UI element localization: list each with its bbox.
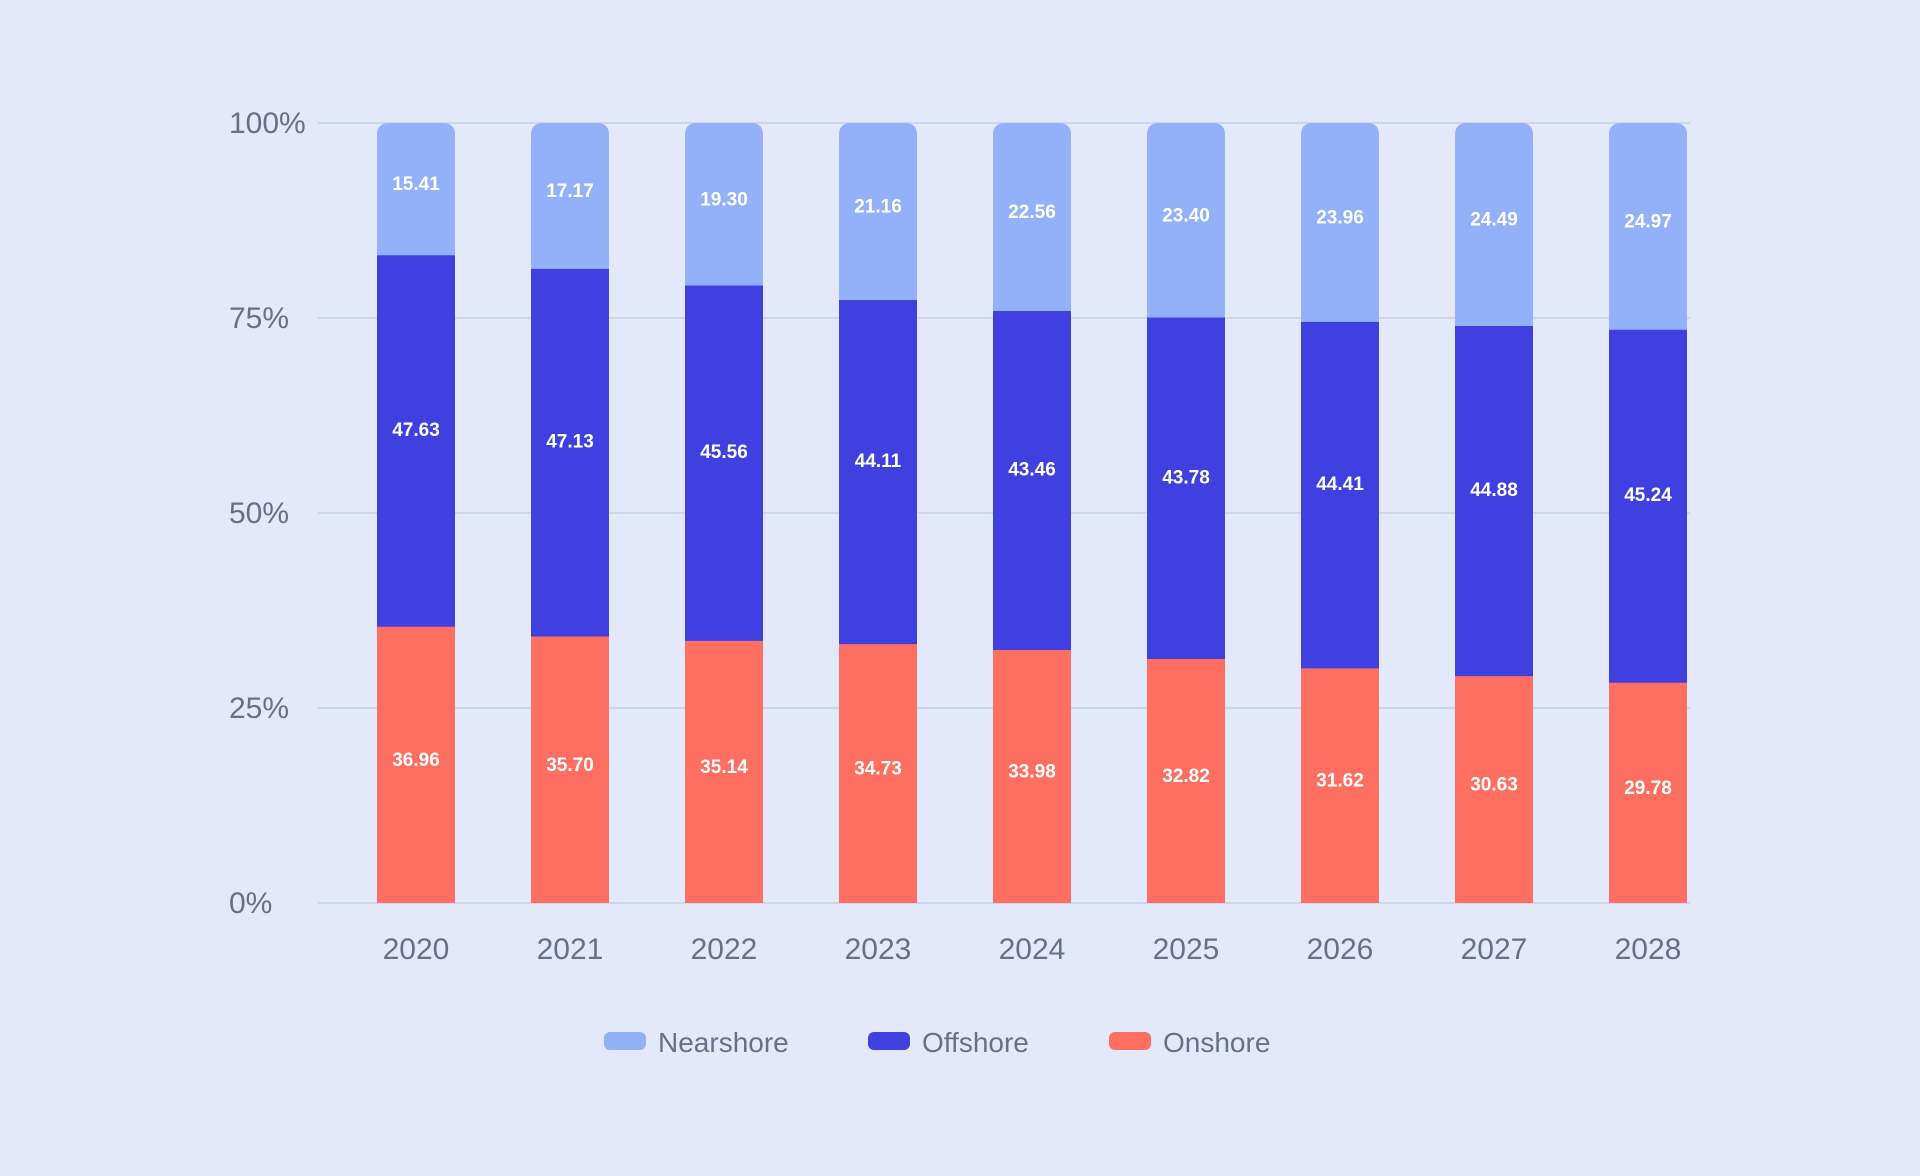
bar-segment-nearshore-2022 [685, 123, 763, 286]
legend-label: Nearshore [658, 1027, 789, 1058]
data-label-offshore-2026: 44.41 [1316, 474, 1364, 495]
bar-segment-offshore-2028 [1609, 317, 1687, 683]
data-label-offshore-2028: 45.24 [1624, 485, 1672, 506]
data-label-nearshore-2021: 17.17 [546, 181, 594, 202]
data-label-onshore-2024: 33.98 [1008, 761, 1056, 782]
x-tick-label: 2021 [537, 933, 604, 966]
y-tick-label: 50% [229, 497, 289, 530]
data-label-offshore-2025: 43.78 [1162, 467, 1210, 488]
legend-label: Offshore [922, 1027, 1029, 1058]
bar-segment-offshore-2024 [993, 298, 1071, 650]
bar-segment-onshore-2020 [377, 614, 455, 903]
data-label-offshore-2021: 47.13 [546, 432, 594, 453]
bar-segment-onshore-2022 [685, 628, 763, 903]
bar-stack-2024: 33.98 43.46 22.56 [993, 123, 1071, 903]
bar-segment-offshore-2026 [1301, 309, 1379, 669]
bar-stack-2020: 36.96 47.63 15.41 [377, 123, 455, 903]
legend-swatch [604, 1032, 646, 1050]
bar-stack-2021: 35.70 47.13 17.17 [531, 123, 609, 903]
legend: Nearshore Offshore Onshore [604, 1027, 1270, 1058]
x-tick-label: 2025 [1153, 933, 1220, 966]
data-label-onshore-2020: 36.96 [392, 750, 440, 771]
data-label-offshore-2027: 44.88 [1470, 480, 1518, 501]
legend-item-offshore: Offshore [868, 1027, 1029, 1058]
bar-segment-onshore-2028 [1609, 670, 1687, 903]
bar-stack-2027: 30.63 44.88 24.49 [1455, 123, 1533, 903]
legend-item-onshore: Onshore [1109, 1027, 1270, 1058]
y-axis-tick-labels: 0% 25% 50% 75% 100% [229, 107, 306, 920]
bar-segment-nearshore-2023 [839, 123, 917, 301]
x-tick-label: 2026 [1307, 933, 1374, 966]
bar-segment-onshore-2027 [1455, 664, 1533, 903]
data-label-onshore-2022: 35.14 [700, 757, 748, 778]
bar-segment-onshore-2021 [531, 624, 609, 903]
data-label-onshore-2025: 32.82 [1162, 766, 1210, 787]
bar-segment-onshore-2025 [1147, 647, 1225, 903]
bar-segment-nearshore-2026 [1301, 123, 1379, 322]
data-label-offshore-2022: 45.56 [700, 442, 748, 463]
x-tick-label: 2020 [383, 933, 450, 966]
x-tick-label: 2023 [845, 933, 912, 966]
bar-segment-offshore-2025 [1147, 305, 1225, 660]
bar-segment-offshore-2022 [685, 273, 763, 641]
x-tick-label: 2022 [691, 933, 758, 966]
bar-segment-nearshore-2028 [1609, 123, 1687, 330]
x-axis-category-labels: 2020 2021 2022 2023 2024 2025 2026 2027 2028 [383, 933, 1682, 966]
data-label-offshore-2023: 44.11 [855, 451, 902, 472]
data-label-nearshore-2027: 24.49 [1470, 210, 1518, 231]
data-label-offshore-2024: 43.46 [1008, 459, 1056, 480]
bar-stack-2026: 31.62 44.41 23.96 [1301, 123, 1379, 903]
data-label-onshore-2028: 29.78 [1624, 778, 1672, 799]
bar-segment-offshore-2021 [531, 256, 609, 637]
data-label-nearshore-2025: 23.40 [1162, 205, 1210, 226]
y-tick-label: 0% [229, 887, 272, 920]
bar-segment-nearshore-2027 [1455, 123, 1533, 327]
bar-stack-2023: 34.73 44.11 21.16 [839, 123, 917, 903]
bar-segment-nearshore-2024 [993, 123, 1071, 311]
bar-segment-offshore-2023 [839, 288, 917, 645]
x-tick-label: 2024 [999, 933, 1066, 966]
y-tick-label: 75% [229, 302, 289, 335]
bar-segment-nearshore-2020 [377, 123, 455, 256]
data-label-onshore-2023: 34.73 [854, 759, 902, 780]
data-label-offshore-2020: 47.63 [392, 420, 440, 441]
data-label-onshore-2021: 35.70 [546, 755, 594, 776]
bar-segment-onshore-2024 [993, 637, 1071, 903]
data-label-nearshore-2024: 22.56 [1008, 202, 1056, 223]
x-tick-label: 2028 [1615, 933, 1682, 966]
data-label-onshore-2026: 31.62 [1316, 771, 1364, 792]
bar-segment-nearshore-2025 [1147, 123, 1225, 318]
data-label-nearshore-2026: 23.96 [1316, 207, 1364, 228]
legend-swatch [1109, 1032, 1151, 1050]
bar-segment-offshore-2027 [1455, 314, 1533, 677]
bar-stack-2022: 35.14 45.56 19.30 [685, 123, 763, 903]
y-tick-label: 25% [229, 692, 289, 725]
data-label-onshore-2027: 30.63 [1470, 775, 1518, 796]
legend-item-nearshore: Nearshore [604, 1027, 789, 1058]
y-tick-label: 100% [229, 107, 306, 140]
data-label-nearshore-2023: 21.16 [854, 197, 902, 218]
bar-segment-onshore-2026 [1301, 656, 1379, 903]
bar-segment-offshore-2020 [377, 243, 455, 627]
legend-swatch [868, 1032, 910, 1050]
bar-segment-nearshore-2021 [531, 123, 609, 269]
bar-segment-onshore-2023 [839, 632, 917, 903]
data-label-nearshore-2020: 15.41 [392, 174, 440, 195]
bar-stack-2028: 29.78 45.24 24.97 [1609, 123, 1687, 903]
legend-label: Onshore [1163, 1027, 1270, 1058]
bar-stack-2025: 32.82 43.78 23.40 [1147, 123, 1225, 903]
bars: 36.96 47.63 15.41 35.70 47.13 17.17 35.14 45.56… [377, 123, 1687, 903]
x-tick-label: 2027 [1461, 933, 1528, 966]
data-label-nearshore-2022: 19.30 [700, 189, 748, 210]
data-label-nearshore-2028: 24.97 [1624, 211, 1672, 232]
